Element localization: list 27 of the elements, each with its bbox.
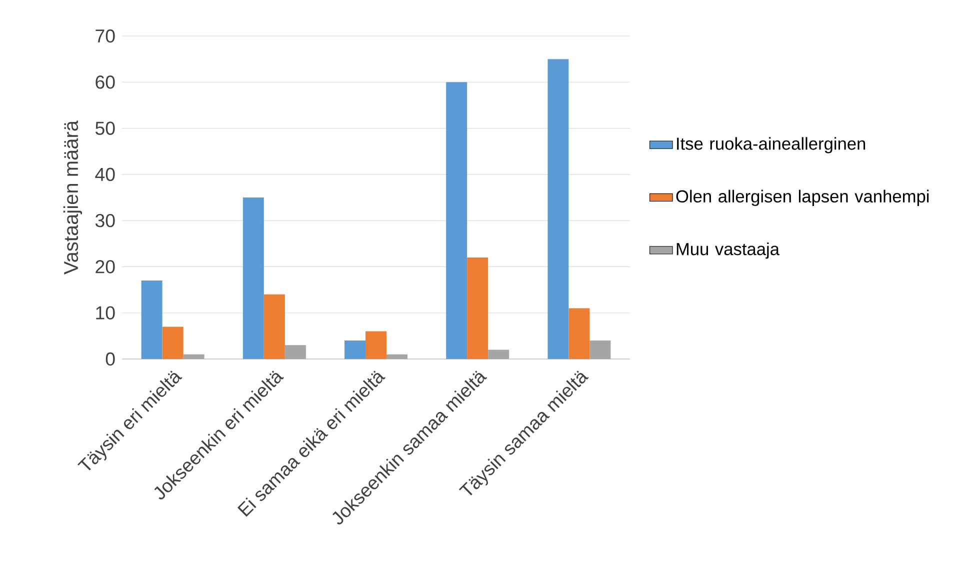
bar (162, 326, 184, 359)
y-tick-label: 40 (95, 168, 115, 182)
bar (446, 82, 468, 359)
y-tick-label: 50 (96, 122, 115, 135)
bar (141, 280, 162, 359)
y-tick-label: 0 (106, 352, 115, 366)
bar (488, 350, 510, 359)
bar (386, 354, 408, 359)
y-tick-label: 20 (96, 260, 115, 274)
bar (242, 197, 264, 359)
bar (548, 59, 569, 359)
bar (467, 257, 488, 359)
y-tick-label: 70 (96, 29, 115, 43)
bar (264, 294, 285, 359)
y-tick-label: 10 (96, 306, 115, 320)
bar (284, 345, 306, 359)
bar (344, 340, 366, 359)
legend-label: Itse ruoka-aineallerginen (677, 137, 866, 154)
bar (183, 354, 204, 359)
bar (568, 308, 590, 359)
legend-label: Olen allergisen lapsen vanhempi (676, 190, 929, 206)
bar (366, 331, 386, 359)
y-axis-title: Vastaajien määrä (63, 120, 82, 274)
bar (590, 340, 611, 359)
y-tick-label: 30 (95, 214, 115, 228)
legend-label: Muu vastaaja (676, 242, 780, 259)
y-tick-label: 60 (96, 76, 115, 89)
